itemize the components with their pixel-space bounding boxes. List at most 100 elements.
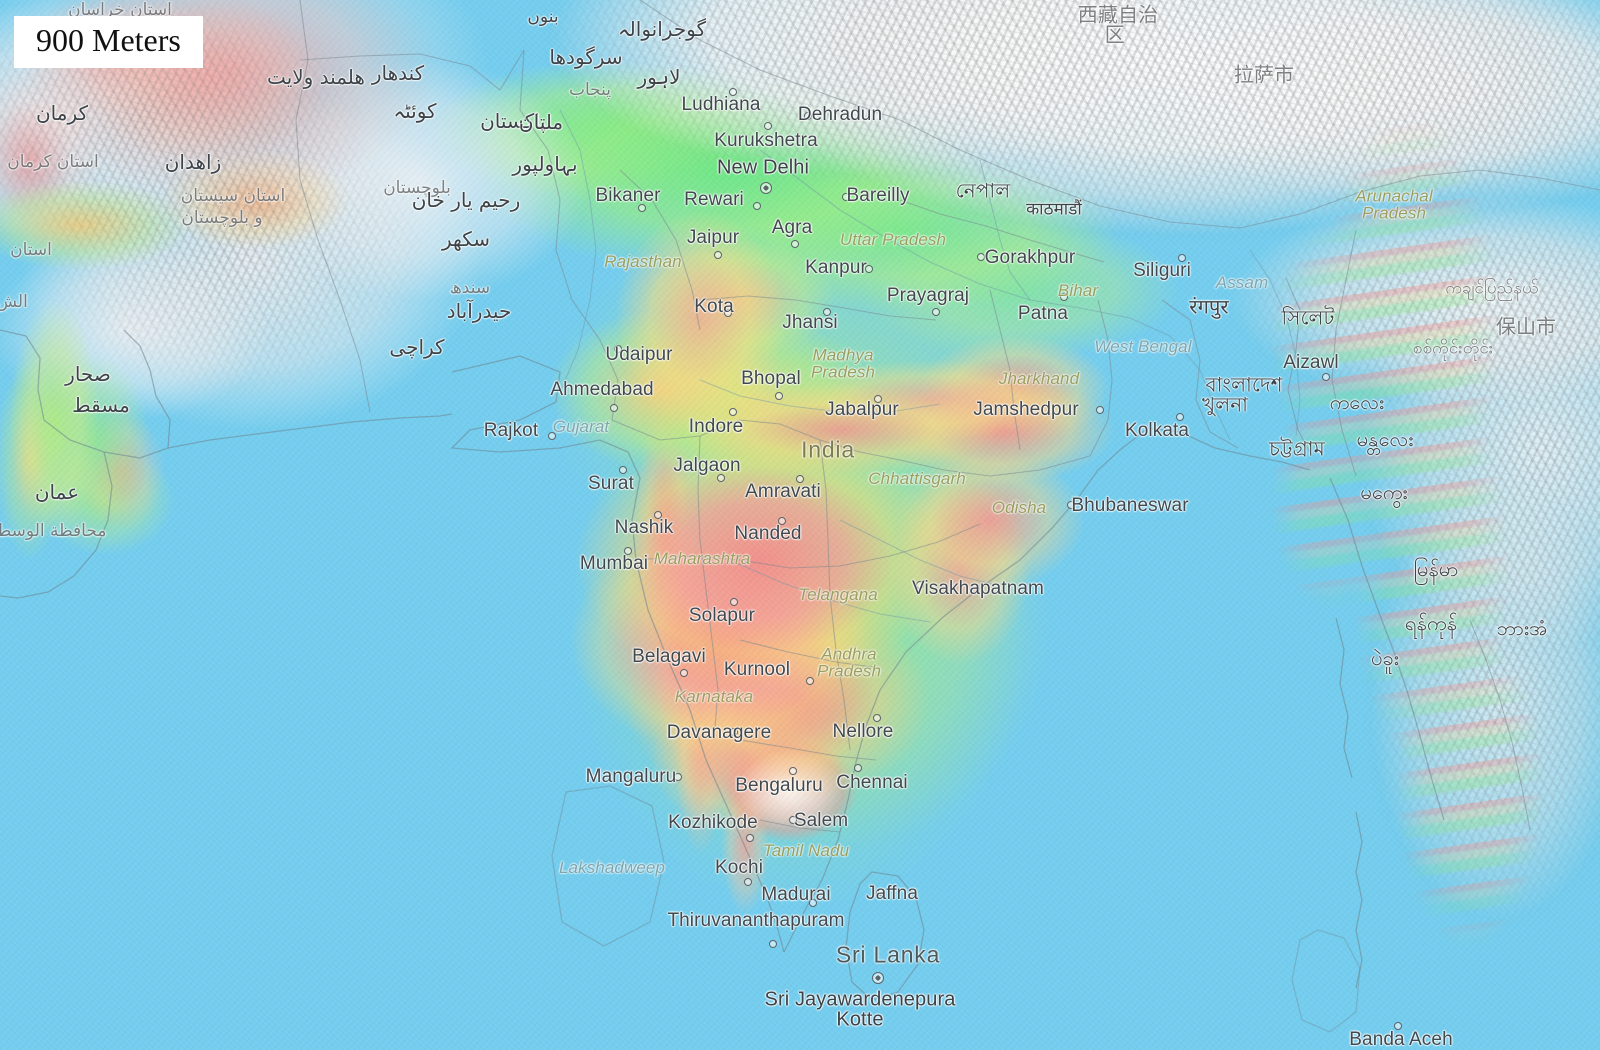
city-marker-solapur[interactable] (730, 598, 738, 606)
city-marker-sri-jayawardenepura-kotte[interactable] (872, 972, 884, 984)
city-label-rajkot: Rajkot (483, 420, 539, 441)
place-label-label: کراچی (389, 335, 445, 359)
city-marker-aizawl[interactable] (1322, 373, 1330, 381)
city-marker-jabalpur[interactable] (874, 395, 882, 403)
city-marker-nanded[interactable] (778, 517, 786, 525)
state-label-lakshadweep: Lakshadweep (558, 858, 666, 877)
city-marker-mumbai[interactable] (624, 547, 632, 555)
city-marker-gorakhpur[interactable] (977, 253, 985, 261)
city-label-nellore: Nellore (832, 721, 894, 742)
state-label-madhya-pradesh: Madhya Pradesh (810, 345, 876, 382)
city-marker-nashik[interactable] (654, 511, 662, 519)
place-label-label: চট্টগ্রাম (1269, 436, 1325, 461)
city-label-sri-jayawardenepura-kotte: Sri Jayawardenepura Kotte (764, 988, 956, 1031)
city-marker-bhopal[interactable] (775, 392, 783, 400)
city-marker-ludhiana[interactable] (729, 88, 737, 96)
city-marker-udaipur[interactable] (614, 345, 622, 353)
city-marker-patna[interactable] (1060, 293, 1068, 301)
city-label-indore: Indore (688, 416, 744, 437)
place-label-label: مسقط (72, 393, 130, 417)
city-marker-bhubaneswar[interactable] (1067, 501, 1075, 509)
city-marker-banda-aceh[interactable] (1394, 1022, 1402, 1030)
city-marker-thiruvananthapuram[interactable] (769, 940, 777, 948)
country-label-label: বাংলাদেশ (1205, 372, 1283, 397)
city-marker-kanpur[interactable] (865, 265, 873, 273)
city-marker-jhansi[interactable] (823, 308, 831, 316)
place-label-label: খুলনা (1201, 392, 1249, 417)
city-marker-kurukshetra[interactable] (764, 122, 772, 130)
city-marker-kolkata[interactable] (1176, 413, 1184, 421)
city-label-chennai: Chennai (836, 772, 908, 793)
place-label-label: صحار (65, 362, 111, 386)
city-marker-jaffna[interactable] (876, 888, 884, 896)
city-label-siliguri: Siliguri (1133, 260, 1191, 281)
city-marker-belagavi[interactable] (680, 669, 688, 677)
city-label-aizawl: Aizawl (1283, 352, 1339, 373)
city-marker-indore[interactable] (729, 408, 737, 416)
city-marker-amravati[interactable] (796, 475, 804, 483)
city-marker-ahmedabad[interactable] (610, 404, 618, 412)
state-label-karnataka: Karnataka (674, 687, 754, 706)
city-marker-agra[interactable] (791, 240, 799, 248)
city-label-gorakhpur: Gorakhpur (984, 247, 1076, 268)
city-marker-siliguri[interactable] (1178, 254, 1186, 262)
city-label-kanpur: Kanpur (805, 257, 867, 278)
city-label-bhopal: Bhopal (741, 368, 801, 389)
city-marker-bareilly[interactable] (842, 193, 850, 201)
city-label-salem: Salem (793, 810, 849, 831)
state-label-rajasthan: Rajasthan (604, 252, 682, 271)
state-label-bihar: Bihar (1057, 281, 1099, 300)
place-label-label: سندھ (449, 278, 491, 298)
city-marker-bengaluru[interactable] (789, 767, 797, 775)
place-label-label: سرگودھا (549, 45, 623, 69)
country-label-label: မြန်မာ (1413, 557, 1459, 581)
city-label-jalgaon: Jalgaon (673, 455, 741, 476)
city-marker-jaipur[interactable] (714, 251, 722, 259)
place-label-label: 拉萨市 (1233, 62, 1295, 87)
state-label-telangana: Telangana (798, 585, 878, 604)
city-marker-nellore[interactable] (873, 714, 881, 722)
city-marker-kozhikode[interactable] (746, 834, 754, 842)
city-marker-dehradun[interactable] (804, 112, 812, 120)
place-label-label: စစ်ကိုင်းတိုင်း (1412, 338, 1494, 359)
city-label-belagavi: Belagavi (632, 646, 706, 667)
place-label-label: حیدرآباد (446, 299, 512, 323)
place-label-label: بلوچستان (383, 178, 451, 198)
city-marker-kurnool[interactable] (806, 677, 814, 685)
place-label-label: لاہور (637, 65, 681, 89)
city-marker-bikaner[interactable] (638, 204, 646, 212)
place-label-label: بہاولپور (512, 152, 578, 176)
place-label-label: سکھر (441, 227, 491, 251)
city-marker-mangaluru[interactable] (674, 773, 682, 781)
city-marker-rewari[interactable] (753, 202, 761, 210)
city-marker-visakhapatnam[interactable] (916, 581, 924, 589)
city-label-amravati: Amravati (745, 481, 821, 502)
city-marker-jamshedpur[interactable] (1096, 406, 1104, 414)
city-marker-madurai[interactable] (809, 899, 817, 907)
city-marker-davanagere[interactable] (730, 728, 738, 736)
city-marker-rajkot[interactable] (548, 432, 556, 440)
city-marker-kota[interactable] (724, 309, 732, 317)
city-marker-jalgaon[interactable] (717, 474, 725, 482)
city-label-banda-aceh: Banda Aceh (1349, 1029, 1453, 1050)
place-label-label: ကလေး (1329, 390, 1385, 414)
city-label-nashik: Nashik (614, 517, 674, 538)
state-label-andhra-pradesh: Andhra Pradesh (816, 644, 882, 681)
city-marker-prayagraj[interactable] (932, 308, 940, 316)
place-label-label: استان (10, 240, 52, 260)
place-label-label: پنجاب (568, 80, 612, 100)
city-marker-salem[interactable] (789, 816, 797, 824)
city-label-kota: Kota (694, 296, 734, 317)
place-label--: محافظة الوسطى (0, 521, 107, 541)
city-label-prayagraj: Prayagraj (886, 285, 970, 306)
city-marker-chennai[interactable] (854, 764, 862, 772)
place-label-label: بنوں (527, 7, 559, 27)
place-label-label: ကချင်ပြည်နယ် (1445, 278, 1539, 299)
city-label-jamshedpur: Jamshedpur (973, 399, 1079, 420)
city-marker-surat[interactable] (619, 466, 627, 474)
city-marker-new-delhi[interactable] (760, 182, 772, 194)
city-marker-kochi[interactable] (744, 878, 752, 886)
city-label-rewari: Rewari (684, 189, 744, 210)
city-label-ahmedabad: Ahmedabad (550, 379, 654, 400)
